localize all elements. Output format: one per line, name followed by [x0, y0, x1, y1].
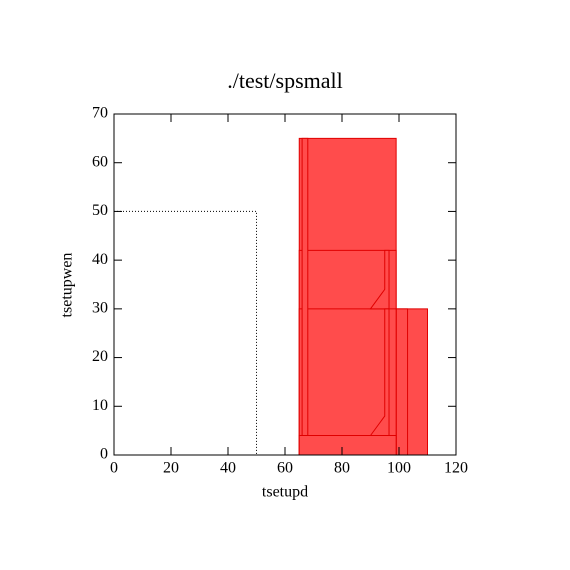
x-tick-label: 40: [220, 460, 236, 477]
y-tick-label: 40: [92, 251, 108, 268]
y-tick-label: 60: [92, 153, 108, 170]
x-tick-label: 120: [444, 460, 468, 477]
x-tick-label: 100: [387, 460, 411, 477]
y-tick-label: 0: [100, 446, 108, 463]
region: [395, 308, 409, 456]
x-axis-label: tsetupd: [262, 484, 308, 501]
y-axis-label: tsetupwen: [59, 253, 76, 318]
region: [301, 137, 309, 456]
y-tick-label: 10: [92, 397, 108, 414]
x-tick-label: 60: [277, 460, 293, 477]
plot-area: 0 20 40 60 80 100 120 0 10 20 30 40 50 60 70: [92, 105, 468, 477]
x-tick-label: 20: [163, 460, 179, 477]
chart-title: ./test/spsmall: [227, 68, 343, 93]
y-tick-label: 70: [92, 105, 108, 122]
y-tick-label: 50: [92, 202, 108, 219]
region: [369, 308, 390, 437]
region: [298, 435, 397, 456]
y-tick-label: 20: [92, 348, 108, 365]
boundary-line: [114, 210, 257, 455]
y-tick-label: 30: [92, 300, 108, 317]
x-tick-label: 0: [110, 460, 118, 477]
x-tick-label: 80: [334, 460, 350, 477]
